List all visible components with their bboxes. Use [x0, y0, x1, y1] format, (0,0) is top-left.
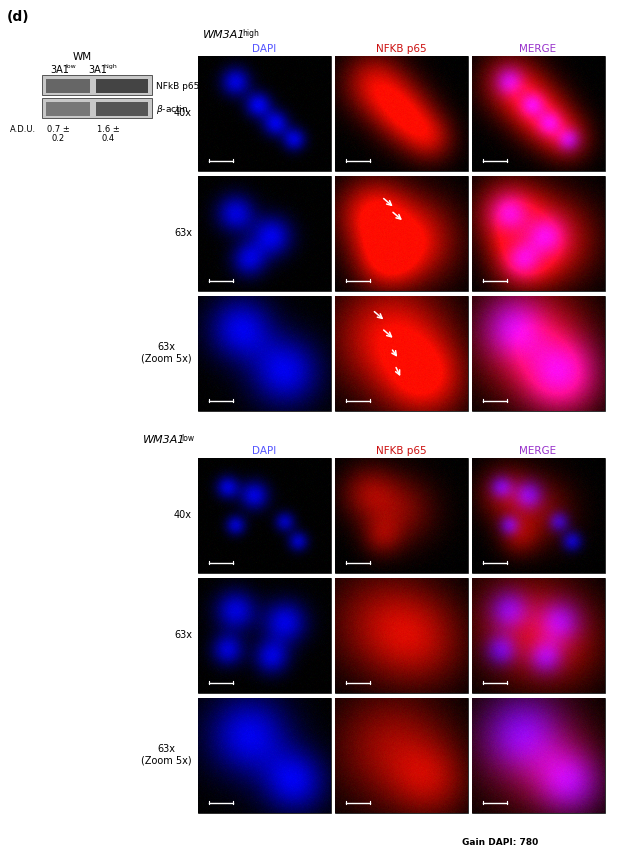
Bar	[335, 56, 468, 171]
Text: 0.7 ±: 0.7 ±	[46, 125, 70, 134]
Text: MERGE: MERGE	[519, 44, 557, 54]
Bar	[472, 458, 605, 573]
Text: 40x: 40x	[174, 510, 192, 520]
Text: DAPI: DAPI	[252, 446, 276, 456]
Text: WM3A1: WM3A1	[143, 435, 186, 445]
Bar	[472, 578, 605, 693]
Text: 63x: 63x	[174, 228, 192, 238]
Text: high: high	[242, 29, 259, 38]
Bar	[472, 296, 605, 411]
Text: 63x: 63x	[174, 630, 192, 640]
Text: WM3A1: WM3A1	[203, 30, 246, 40]
Bar	[46, 102, 90, 116]
Bar	[96, 102, 148, 116]
Bar	[335, 458, 468, 573]
Text: MERGE: MERGE	[519, 446, 557, 456]
Text: Gain DAPI: 780: Gain DAPI: 780	[462, 838, 538, 847]
Text: 63x
(Zoom 5x): 63x (Zoom 5x)	[141, 745, 192, 766]
Text: (d): (d)	[7, 10, 29, 24]
Bar	[42, 98, 152, 118]
Bar	[42, 75, 152, 95]
Bar	[198, 698, 331, 813]
Bar	[472, 176, 605, 291]
Text: A.D.U.: A.D.U.	[10, 125, 36, 134]
Text: $\beta$-actin: $\beta$-actin	[156, 102, 189, 115]
Text: high: high	[103, 64, 117, 69]
Bar	[472, 56, 605, 171]
Text: 3A1: 3A1	[88, 65, 107, 75]
Bar	[198, 176, 331, 291]
Text: 0.4: 0.4	[102, 134, 115, 143]
Bar	[335, 296, 468, 411]
Text: NFKB p65: NFKB p65	[376, 446, 426, 456]
Bar	[96, 79, 148, 93]
Bar	[335, 698, 468, 813]
Bar	[46, 79, 90, 93]
Text: 1.6 ±: 1.6 ±	[97, 125, 119, 134]
Text: 0.2: 0.2	[51, 134, 65, 143]
Bar	[335, 176, 468, 291]
Text: 63x
(Zoom 5x): 63x (Zoom 5x)	[141, 342, 192, 364]
Bar	[472, 698, 605, 813]
Text: low: low	[65, 64, 76, 69]
Text: NFkB p65: NFkB p65	[156, 81, 199, 91]
Bar	[198, 56, 331, 171]
Bar	[335, 578, 468, 693]
Text: 3A1: 3A1	[50, 65, 69, 75]
Text: DAPI: DAPI	[252, 44, 276, 54]
Bar	[198, 458, 331, 573]
Text: NFKB p65: NFKB p65	[376, 44, 426, 54]
Text: WM: WM	[73, 52, 92, 62]
Bar	[198, 296, 331, 411]
Bar	[198, 578, 331, 693]
Text: 40x: 40x	[174, 108, 192, 118]
Text: low: low	[181, 434, 194, 443]
